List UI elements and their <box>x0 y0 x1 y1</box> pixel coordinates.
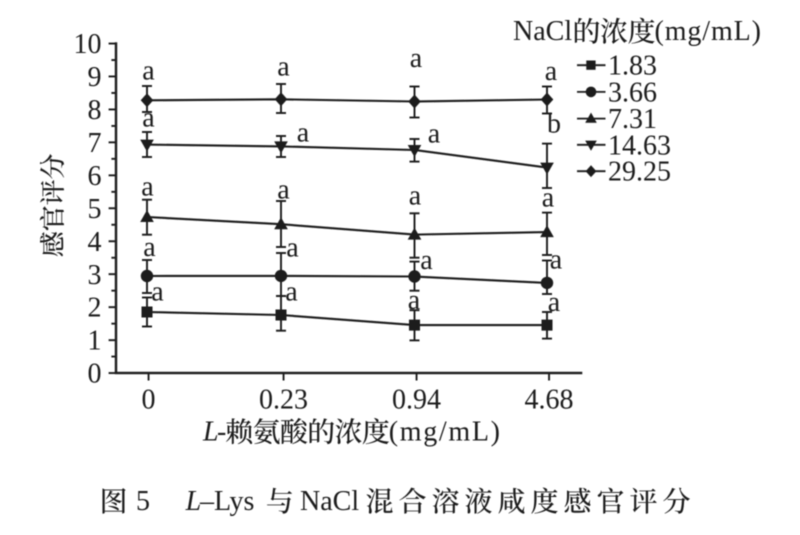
svg-text:0: 0 <box>88 359 102 390</box>
svg-text:a: a <box>428 119 441 150</box>
svg-text:10: 10 <box>74 29 102 60</box>
svg-text:a: a <box>141 172 154 203</box>
svg-text:1: 1 <box>88 326 102 357</box>
svg-text:a: a <box>548 287 561 318</box>
svg-text:L: L <box>202 417 219 448</box>
svg-text:a: a <box>297 118 310 149</box>
svg-text:NaCl: NaCl <box>300 486 359 517</box>
svg-text:a: a <box>550 245 563 276</box>
svg-text:a: a <box>420 245 433 276</box>
svg-text:a: a <box>286 233 299 264</box>
svg-text:4: 4 <box>88 227 102 258</box>
svg-text:5: 5 <box>88 194 102 225</box>
svg-text:b: b <box>547 109 561 140</box>
svg-text:a: a <box>143 232 156 263</box>
svg-text:a: a <box>409 181 422 212</box>
svg-text:1.83: 1.83 <box>608 51 657 82</box>
svg-text:a: a <box>545 56 558 87</box>
svg-text:a: a <box>285 277 298 308</box>
svg-text:4.68: 4.68 <box>525 385 574 416</box>
svg-text:0.94: 0.94 <box>392 385 441 416</box>
svg-text:NaCl: NaCl <box>513 16 572 47</box>
svg-text:a: a <box>142 103 155 134</box>
svg-text:L: L <box>185 486 202 517</box>
svg-text:0.23: 0.23 <box>259 385 308 416</box>
svg-text:(mg/mL): (mg/mL) <box>655 16 762 47</box>
svg-text:0: 0 <box>142 385 156 416</box>
svg-text:a: a <box>542 183 555 214</box>
svg-text:-: - <box>217 417 226 448</box>
svg-text:9: 9 <box>88 62 102 93</box>
svg-text:a: a <box>408 285 421 316</box>
svg-text:a: a <box>277 52 290 83</box>
svg-text:8: 8 <box>88 95 102 126</box>
svg-text:14.63: 14.63 <box>608 130 671 161</box>
svg-text:a: a <box>410 43 423 74</box>
svg-text:5: 5 <box>136 486 150 517</box>
svg-text:–Lys: –Lys <box>199 486 254 517</box>
svg-text:3.66: 3.66 <box>608 77 657 108</box>
svg-text:7.31: 7.31 <box>608 104 657 135</box>
svg-text:29.25: 29.25 <box>608 157 671 188</box>
svg-text:a: a <box>142 56 155 87</box>
svg-text:7: 7 <box>88 128 102 159</box>
svg-text:(mg/mL): (mg/mL) <box>389 417 502 448</box>
svg-text:3: 3 <box>88 260 102 291</box>
svg-text:2: 2 <box>88 293 102 324</box>
svg-text:a: a <box>277 175 290 206</box>
svg-text:6: 6 <box>88 161 102 192</box>
svg-text:a: a <box>151 277 164 308</box>
